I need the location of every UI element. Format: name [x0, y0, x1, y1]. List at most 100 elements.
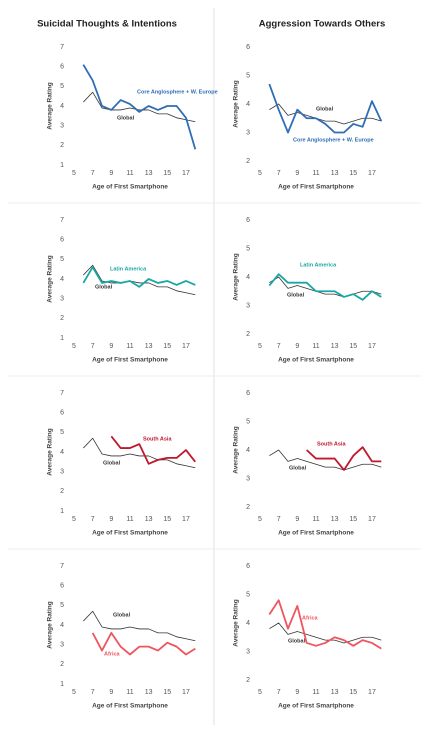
x-tick-label: 5 [72, 343, 76, 350]
x-tick-label: 9 [295, 689, 299, 696]
y-axis-title: Average Rating [233, 80, 240, 127]
series-line [269, 622, 382, 644]
series-line [306, 446, 382, 471]
series-label: Latin America [110, 266, 147, 272]
x-tick-label: 13 [331, 516, 339, 523]
y-tick-label: 5 [60, 429, 64, 436]
series-line [82, 64, 197, 150]
y-tick-label: 5 [246, 591, 250, 598]
series-label: Global [287, 292, 305, 298]
y-tick-label: 1 [60, 508, 64, 515]
x-tick-label: 13 [145, 170, 153, 177]
x-axis-title: Age of First Smartphone [278, 703, 354, 710]
x-tick-label: 9 [295, 343, 299, 350]
x-tick-label: 7 [277, 689, 281, 696]
y-tick-label: 7 [60, 563, 64, 570]
x-tick-label: 7 [91, 343, 95, 350]
x-tick-label: 15 [163, 170, 171, 177]
x-tick-label: 9 [295, 516, 299, 523]
series-line [83, 264, 196, 296]
x-tick-label: 7 [277, 170, 281, 177]
y-tick-label: 3 [60, 123, 64, 130]
series-line [83, 610, 196, 642]
x-tick-label: 5 [72, 516, 76, 523]
x-tick-label: 11 [312, 170, 319, 177]
x-tick-label: 5 [258, 343, 262, 350]
x-tick-label: 17 [182, 689, 190, 696]
y-tick-label: 5 [60, 83, 64, 90]
y-tick-label: 3 [246, 302, 250, 309]
series-line [83, 437, 196, 469]
y-tick-label: 6 [246, 217, 250, 224]
y-tick-label: 6 [60, 237, 64, 244]
x-tick-label: 17 [182, 343, 190, 350]
y-tick-label: 1 [60, 681, 64, 688]
series-label: Latin America [300, 262, 337, 268]
x-tick-label: 11 [312, 516, 319, 523]
series-line [83, 91, 196, 123]
series-label: Global [288, 638, 306, 644]
y-axis-title: Average Rating [47, 255, 54, 302]
series-label: Global [289, 465, 307, 471]
column-title: Suicidal Thoughts & Intentions [37, 19, 177, 30]
y-tick-label: 5 [246, 245, 250, 252]
y-tick-label: 3 [60, 296, 64, 303]
y-tick-label: 5 [246, 72, 250, 79]
y-axis-title: Average Rating [47, 601, 54, 648]
y-tick-label: 6 [60, 583, 64, 590]
y-tick-label: 6 [246, 563, 250, 570]
y-tick-label: 3 [246, 475, 250, 482]
series-label: Global [117, 115, 135, 121]
y-tick-label: 7 [60, 217, 64, 224]
y-tick-label: 4 [60, 103, 64, 110]
y-axis-title: Average Rating [47, 428, 54, 475]
x-tick-label: 17 [368, 170, 376, 177]
x-tick-label: 5 [258, 689, 262, 696]
x-axis-title: Age of First Smartphone [92, 184, 168, 191]
x-tick-label: 11 [312, 343, 319, 350]
y-tick-label: 3 [246, 129, 250, 136]
y-tick-label: 4 [246, 620, 250, 627]
x-tick-label: 13 [331, 689, 339, 696]
y-tick-label: 1 [60, 335, 64, 342]
y-tick-label: 3 [246, 648, 250, 655]
series-label: Core Anglosphere + W. Europe [137, 89, 218, 95]
x-tick-label: 5 [72, 689, 76, 696]
y-tick-label: 2 [246, 504, 250, 511]
x-axis-title: Age of First Smartphone [92, 530, 168, 537]
y-tick-label: 2 [246, 158, 250, 165]
y-tick-label: 4 [246, 101, 250, 108]
x-tick-label: 15 [163, 689, 171, 696]
y-tick-label: 2 [60, 661, 64, 668]
x-axis-title: Age of First Smartphone [278, 530, 354, 537]
x-tick-label: 15 [349, 343, 357, 350]
x-tick-label: 17 [182, 170, 190, 177]
series-label: Africa [302, 615, 319, 621]
y-tick-label: 4 [60, 449, 64, 456]
x-tick-label: 17 [368, 343, 376, 350]
x-axis-title: Age of First Smartphone [92, 703, 168, 710]
y-tick-label: 2 [60, 488, 64, 495]
y-tick-label: 6 [246, 390, 250, 397]
x-tick-label: 11 [312, 689, 319, 696]
x-tick-label: 9 [109, 689, 113, 696]
x-tick-label: 17 [368, 689, 376, 696]
x-tick-label: 9 [109, 516, 113, 523]
x-tick-label: 11 [126, 343, 133, 350]
series-label: South Asia [317, 441, 346, 447]
y-tick-label: 6 [60, 64, 64, 71]
x-tick-label: 5 [258, 516, 262, 523]
y-tick-label: 6 [60, 410, 64, 417]
series-label: Global [113, 612, 131, 618]
x-tick-label: 13 [145, 343, 153, 350]
x-tick-label: 17 [368, 516, 376, 523]
x-tick-label: 15 [349, 516, 357, 523]
y-tick-label: 2 [60, 142, 64, 149]
y-tick-label: 4 [60, 276, 64, 283]
x-tick-label: 15 [349, 170, 357, 177]
x-axis-title: Age of First Smartphone [278, 357, 354, 364]
x-tick-label: 7 [91, 170, 95, 177]
y-tick-label: 2 [246, 677, 250, 684]
y-tick-label: 5 [246, 418, 250, 425]
series-label: Africa [104, 651, 121, 657]
